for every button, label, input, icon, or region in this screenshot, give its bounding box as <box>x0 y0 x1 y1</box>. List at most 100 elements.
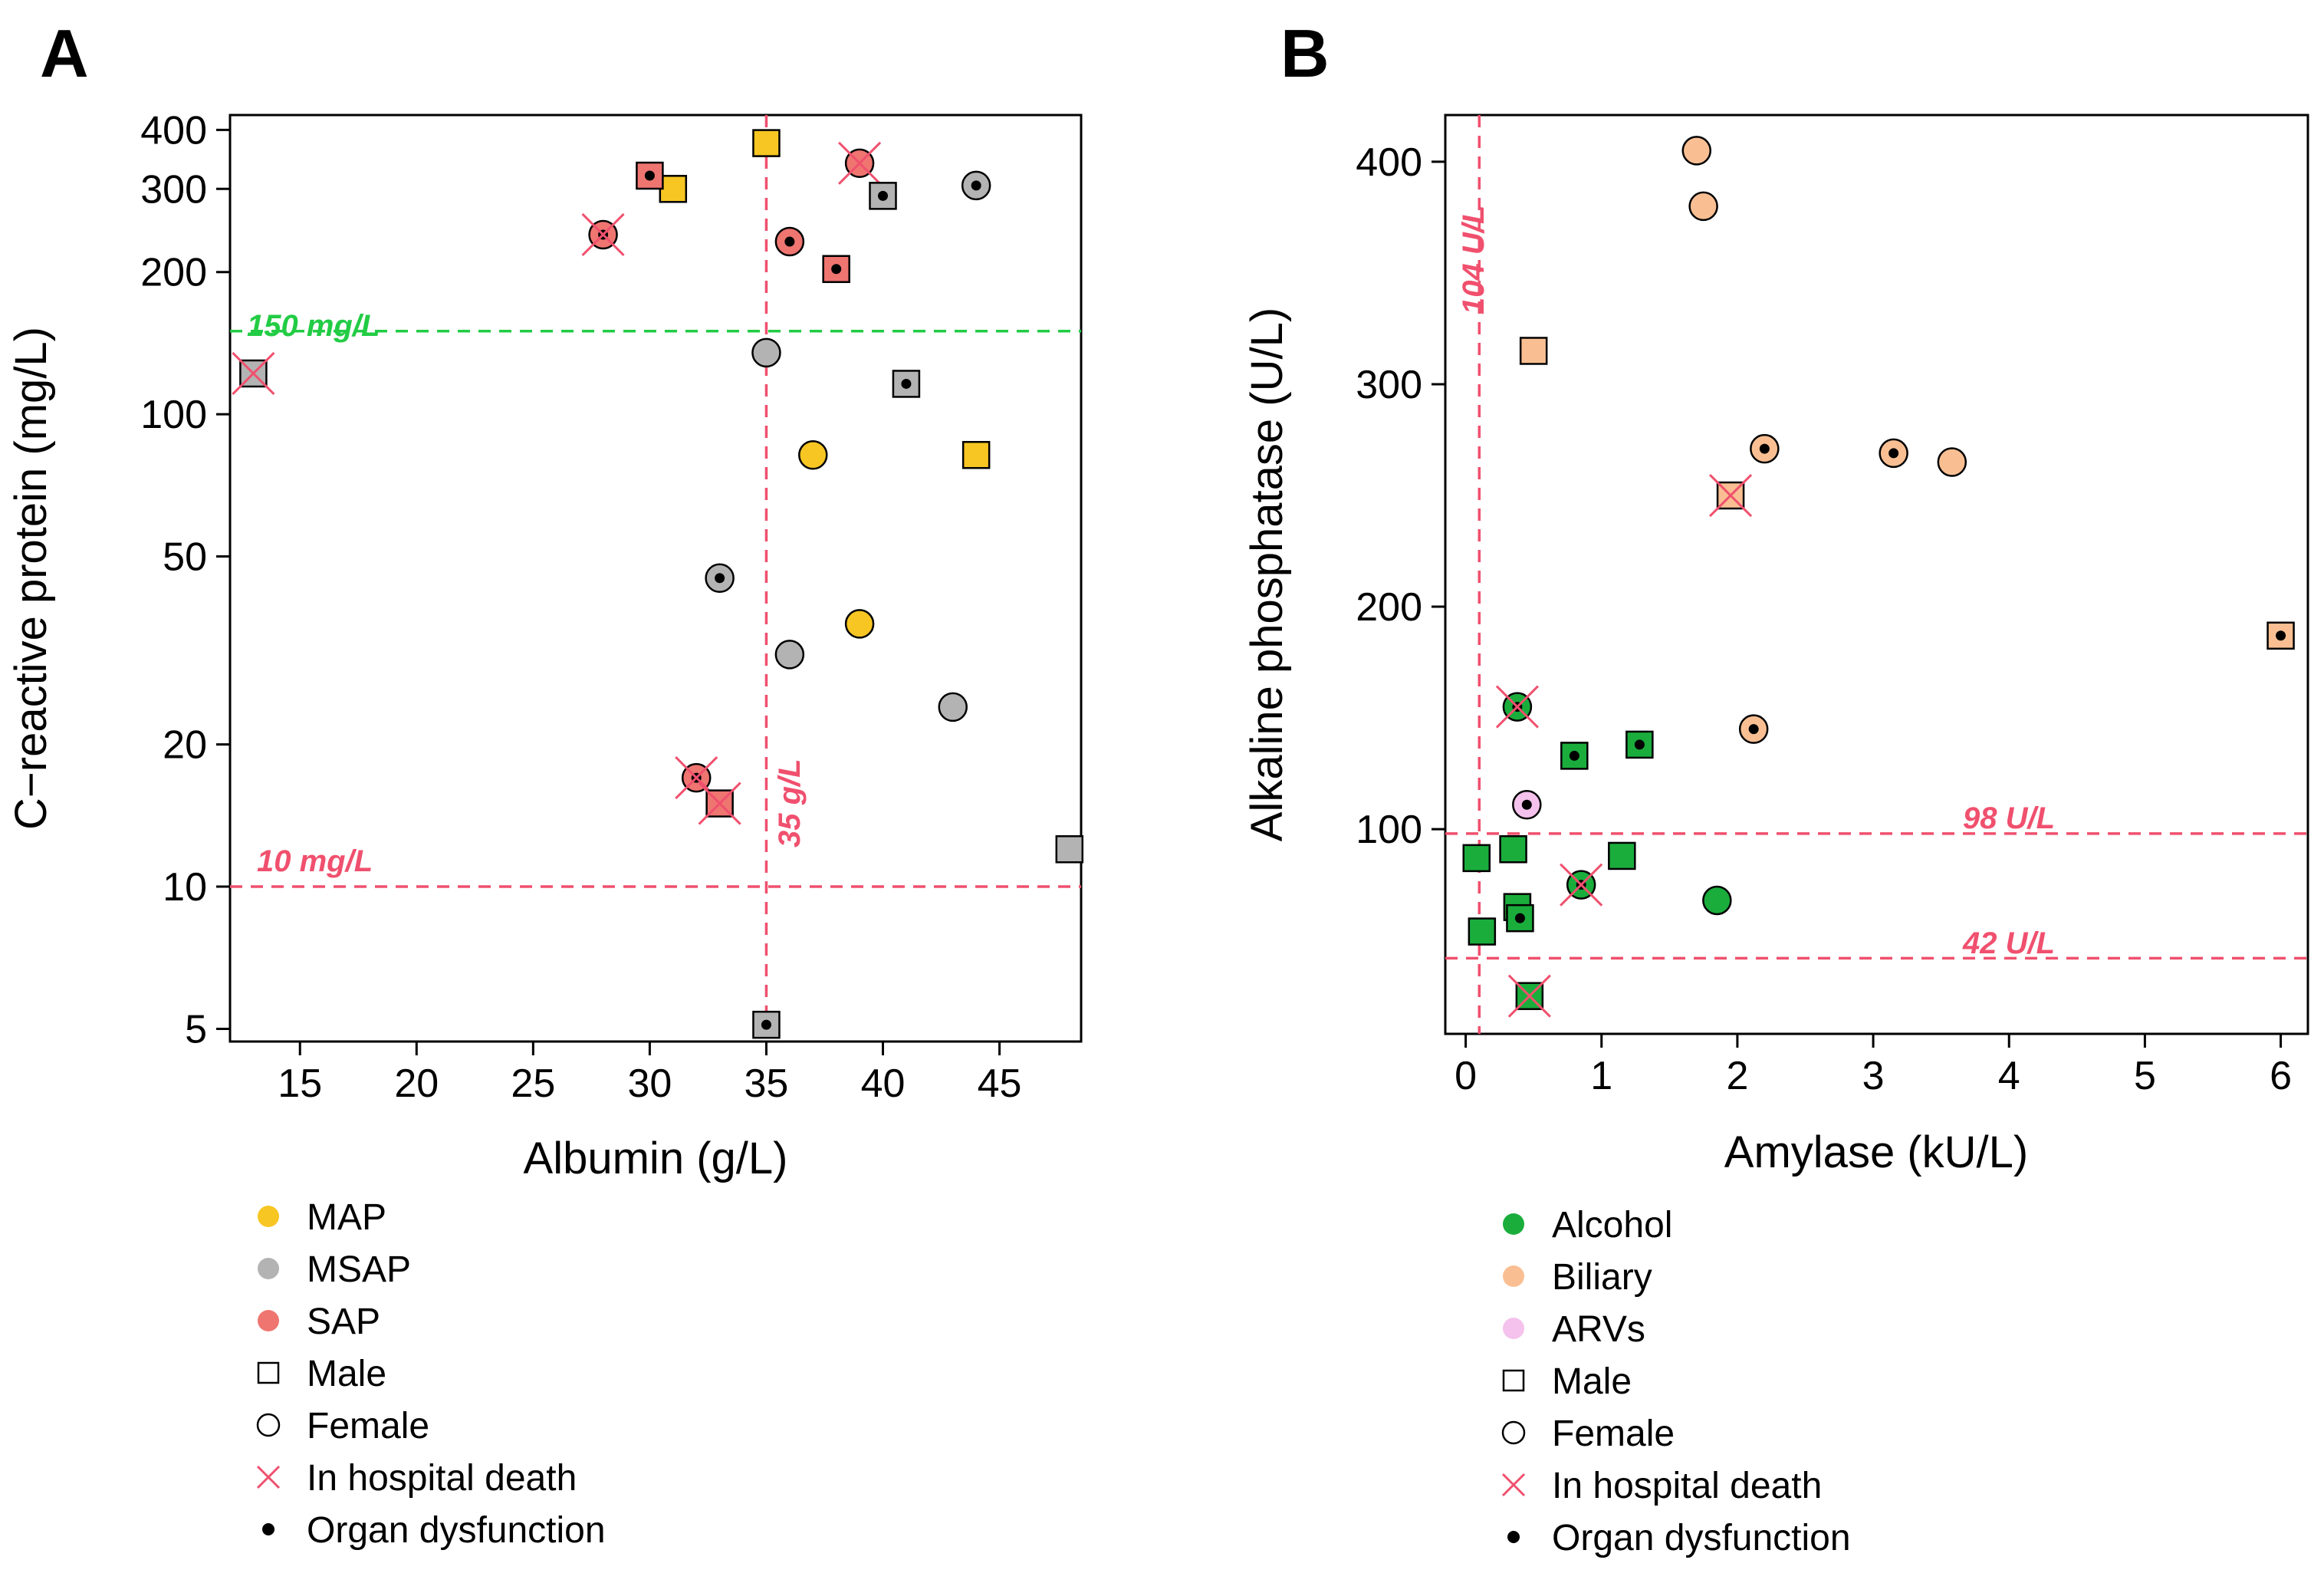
x-tick-label: 5 <box>2134 1054 2156 1098</box>
x-tick-label: 4 <box>1998 1054 2020 1098</box>
panel-b-letter: B <box>1280 15 1330 91</box>
y-tick-label: 20 <box>163 723 207 768</box>
data-point-msap <box>774 640 805 670</box>
y-tick-label: 200 <box>140 251 207 295</box>
legend-label: MSAP <box>307 1249 411 1290</box>
point-marker-circle <box>1937 447 1967 477</box>
y-tick-label: 100 <box>1356 808 1422 852</box>
legend-label: Male <box>1552 1361 1632 1402</box>
data-point-msap <box>869 182 897 210</box>
x-tick-label: 3 <box>1862 1054 1885 1098</box>
reference-line-label: 35 g/L <box>773 759 807 847</box>
data-point-biliary <box>1708 473 1753 518</box>
data-point-msap <box>232 351 275 396</box>
legend-color-dot <box>1503 1213 1524 1235</box>
death-cross-stroke <box>1495 685 1539 729</box>
data-point-map <box>798 439 828 470</box>
legend-label: Male <box>307 1354 386 1394</box>
panel-b: B 0 1 2 3 4 5 6 100 200 300 400 104 U/L 98 U/L 42 U/… <box>1242 15 2309 1558</box>
death-cross-stroke <box>232 351 275 396</box>
point-marker-square <box>961 440 991 469</box>
organ-dysfunction-dot <box>1514 913 1525 923</box>
reference-line-label: 104 U/L <box>1457 206 1491 314</box>
reference-line-label: 10 mg/L <box>257 844 373 878</box>
data-point-biliary <box>1879 438 1908 469</box>
organ-dysfunction-dot <box>1569 750 1579 761</box>
death-cross-stroke <box>838 141 882 185</box>
legend-item: Male <box>1502 1361 1632 1402</box>
point-marker-square <box>1055 835 1084 864</box>
legend-label: Organ dysfunction <box>1552 1518 1851 1558</box>
legend-label: Alcohol <box>1552 1205 1672 1246</box>
y-tick-label: 400 <box>1356 140 1422 185</box>
legend-item: Biliary <box>1503 1257 1652 1298</box>
legend-small-dot <box>1507 1531 1520 1543</box>
data-point-msap <box>938 692 968 722</box>
point-marker-circle <box>798 439 828 470</box>
organ-dysfunction-dot <box>971 180 981 191</box>
point-marker-circle <box>938 692 968 722</box>
panel-a-legend: MAP MSAP SAP Male Female In hospital death Org… <box>256 1197 606 1551</box>
legend-item: ARVs <box>1503 1309 1645 1350</box>
reference-line-label: 150 mg/L <box>247 309 380 343</box>
data-point-msap <box>892 370 921 398</box>
panel-b-points <box>1462 136 2295 1018</box>
point-marker-circle <box>1702 885 1732 916</box>
point-marker-square <box>659 175 688 203</box>
legend-label: Female <box>1552 1414 1675 1454</box>
death-cross-stroke <box>675 756 718 800</box>
point-marker-circle <box>1688 191 1718 222</box>
y-tick-label: 300 <box>1356 363 1422 407</box>
y-tick-label: 300 <box>140 167 207 212</box>
reference-line-label: 42 U/L <box>1962 926 2055 960</box>
legend-label: Female <box>307 1406 429 1446</box>
data-point-biliary <box>1750 433 1780 464</box>
panel-a-ticks: 15 20 25 30 35 40 45 5 10 20 50 100 200 300 400 <box>140 108 1021 1106</box>
legend-item: In hospital death <box>1501 1466 1822 1506</box>
panel-a-plot-frame <box>228 114 1083 1043</box>
organ-dysfunction-dot <box>1634 739 1645 750</box>
legend-label: Biliary <box>1552 1257 1652 1298</box>
panel-a-x-axis-title: Albumin (g/L) <box>524 1134 788 1183</box>
data-point-msap <box>752 1010 781 1039</box>
panel-a-reference-lines: 150 mg/L 10 mg/L 35 g/L <box>230 115 1081 1042</box>
organ-dysfunction-dot <box>1888 448 1899 459</box>
legend-color-dot <box>258 1258 279 1279</box>
x-tick-label: 20 <box>394 1061 439 1106</box>
organ-dysfunction-dot <box>901 378 912 389</box>
panel-a-y-axis-title: C−reactive protein (mg/L) <box>6 327 56 830</box>
legend-item: Organ dysfunction <box>1507 1518 1851 1558</box>
data-point-alcohol <box>1507 974 1551 1018</box>
organ-dysfunction-dot <box>878 190 889 201</box>
data-point-alcohol <box>1462 844 1491 873</box>
data-point-sap <box>636 161 664 190</box>
legend-label: In hospital death <box>307 1458 577 1499</box>
point-marker-square <box>1560 742 1589 770</box>
death-cross-stroke <box>698 782 741 825</box>
y-tick-label: 5 <box>185 1007 207 1051</box>
data-point-map <box>752 129 781 157</box>
organ-dysfunction-dot <box>1521 799 1532 810</box>
legend-item: In hospital death <box>256 1458 577 1499</box>
legend-color-dot <box>258 1310 279 1331</box>
legend-small-dot <box>262 1523 274 1535</box>
data-point-biliary <box>1688 191 1718 222</box>
legend-cross-symbol <box>1501 1473 1526 1497</box>
data-point-alcohol <box>1625 730 1654 759</box>
death-cross-stroke <box>1708 473 1753 518</box>
x-tick-label: 15 <box>278 1061 322 1106</box>
legend-label: In hospital death <box>1552 1466 1822 1506</box>
point-marker-square <box>752 129 781 157</box>
organ-dysfunction-dot <box>1759 443 1770 454</box>
point-marker-square <box>1608 841 1636 870</box>
organ-dysfunction-dot <box>831 264 842 275</box>
y-tick-label: 10 <box>163 865 207 910</box>
data-point-biliary <box>1519 337 1548 365</box>
panel-b-plot-frame <box>1444 114 2309 1035</box>
organ-dysfunction-dot <box>761 1019 771 1030</box>
x-tick-label: 6 <box>2270 1054 2292 1098</box>
panel-b-x-axis-title: Amylase (kU/L) <box>1724 1127 2028 1177</box>
organ-dysfunction-dot <box>715 573 725 584</box>
legend-label: ARVs <box>1552 1309 1645 1350</box>
